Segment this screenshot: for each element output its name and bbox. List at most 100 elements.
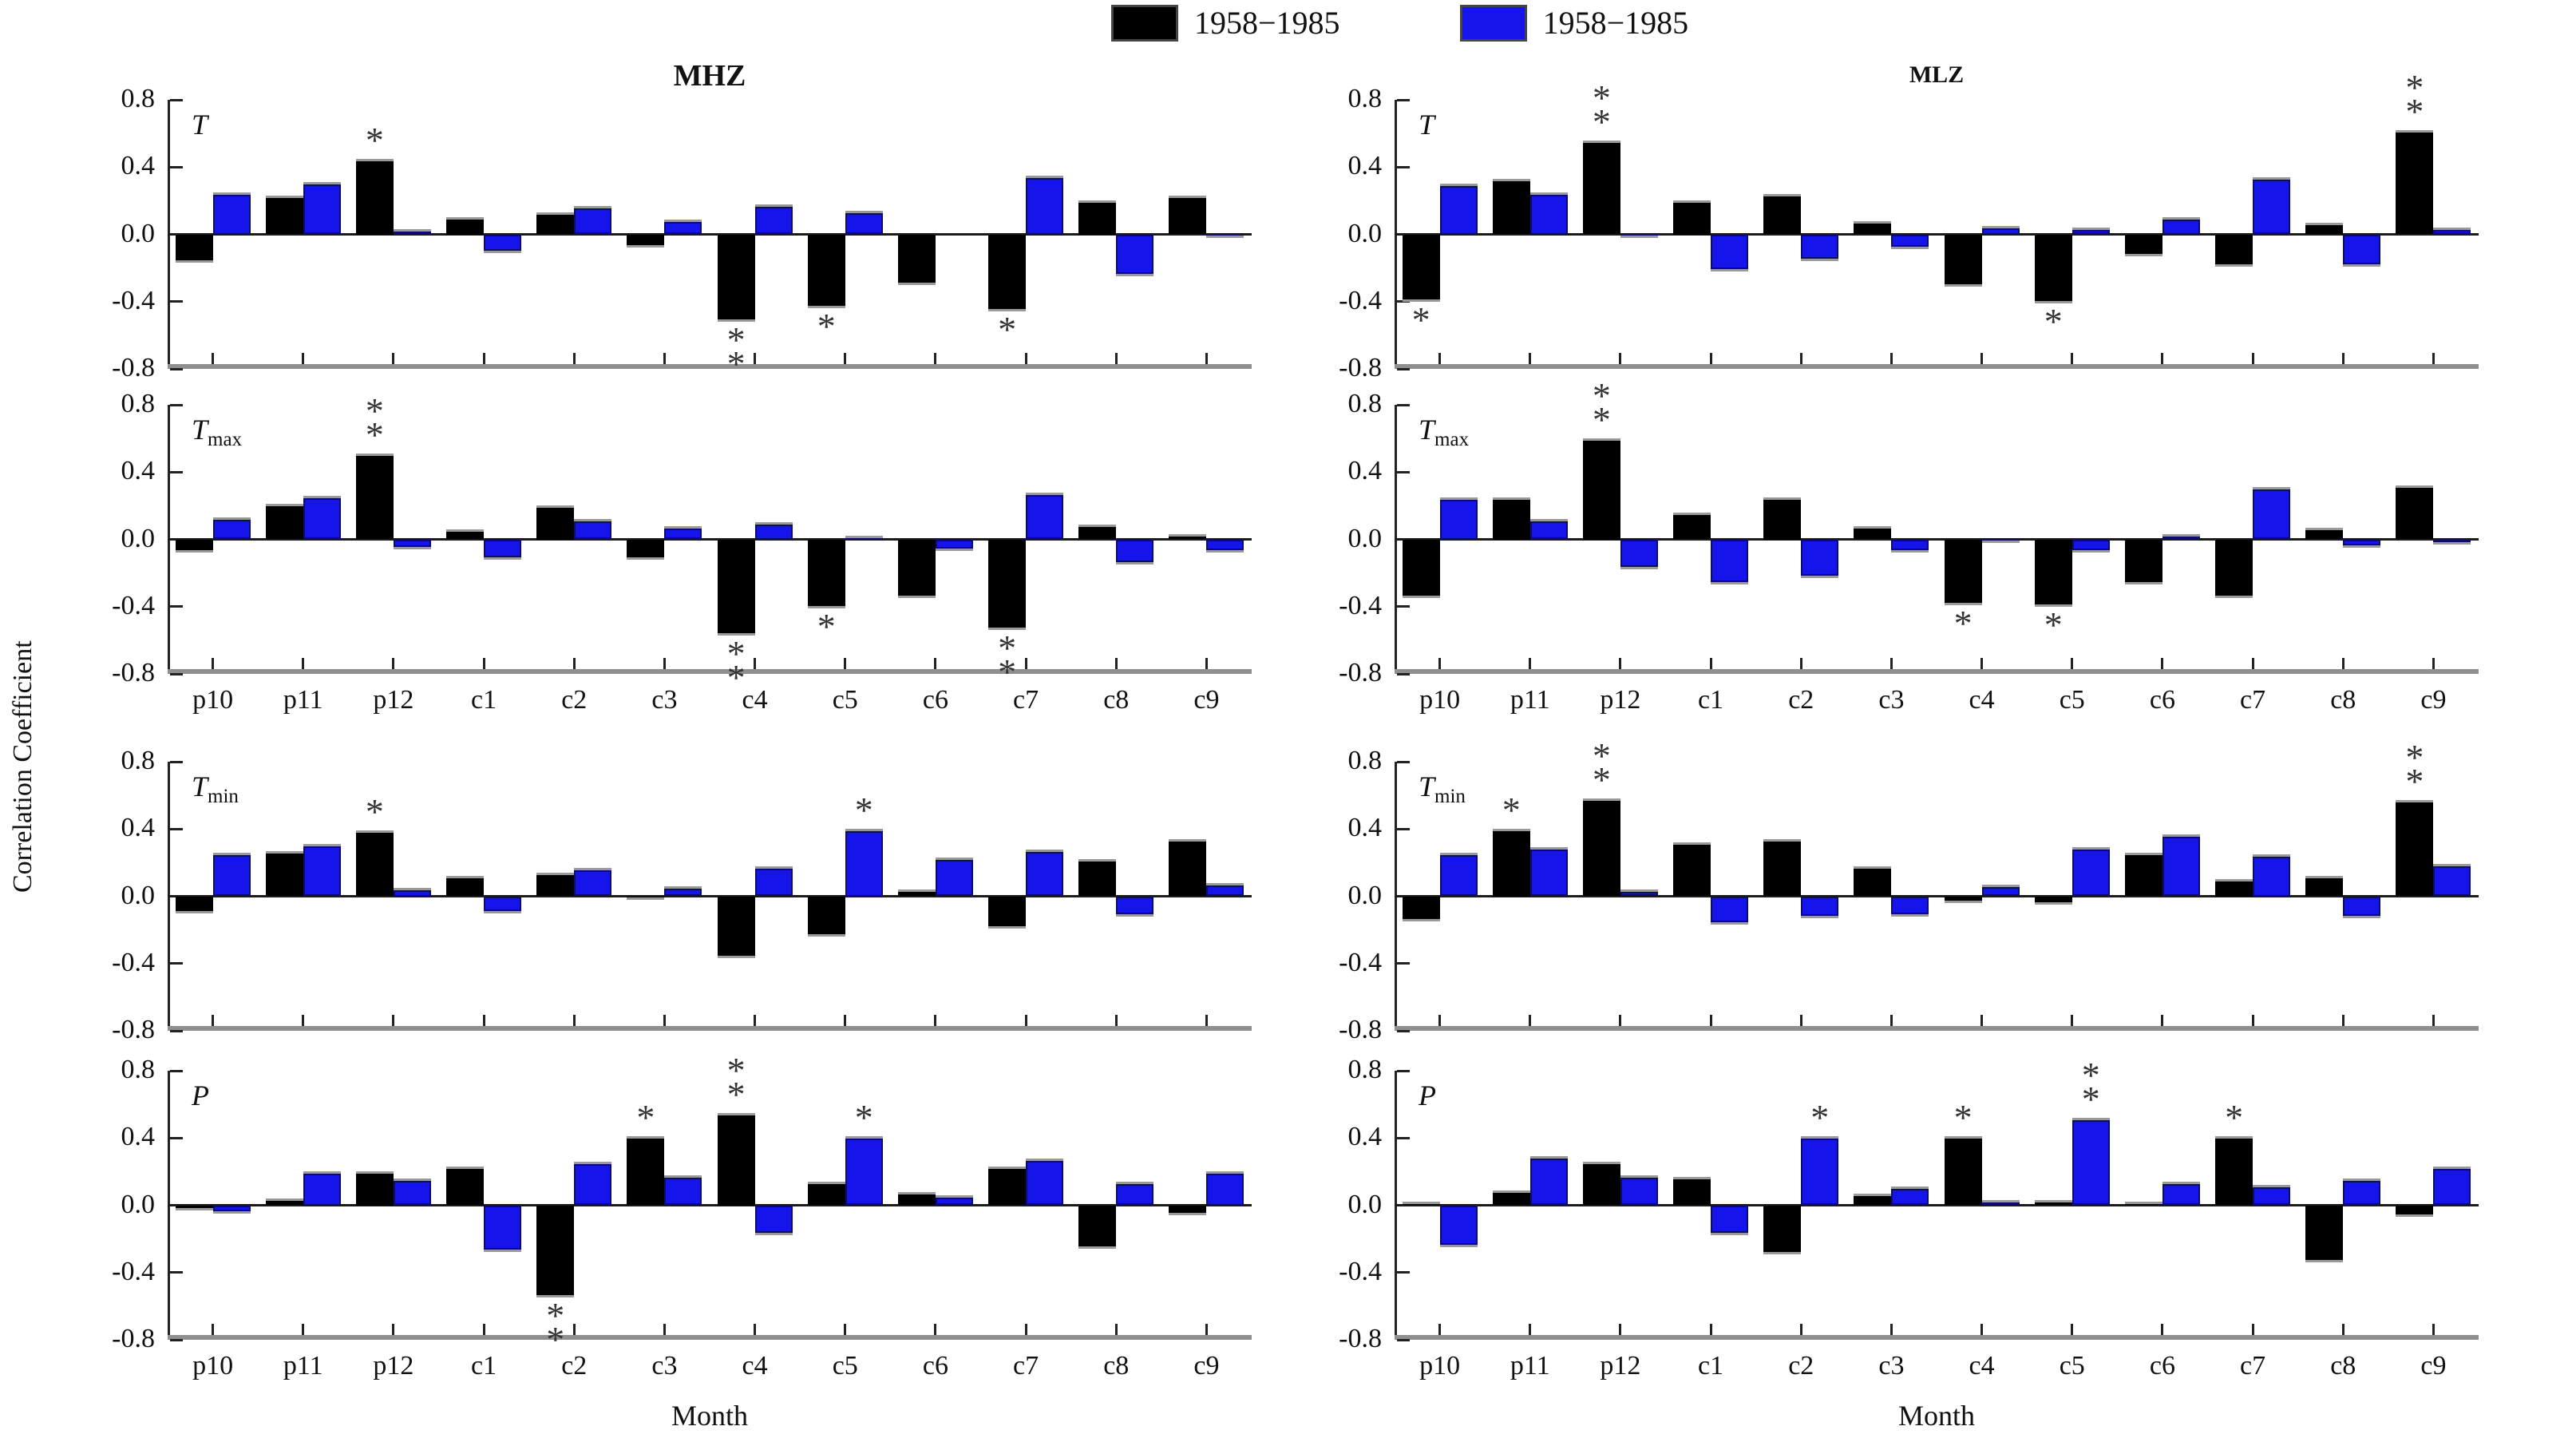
x-tick: [302, 353, 305, 364]
x-tick-label: c2: [1788, 1351, 1814, 1381]
legend-entry-black: 1958−1985: [1111, 5, 1340, 42]
bar-MHZ-c6-black: [897, 1191, 936, 1206]
bar-MLZ-c9-blue: [2433, 539, 2471, 545]
y-tick-label: 0.8: [121, 746, 156, 775]
star-glyph: *: [726, 656, 746, 698]
y-tick: [1397, 1338, 1410, 1341]
bar-MLZ-c9-black: [2396, 485, 2434, 540]
x-tick-label: c6: [2149, 685, 2175, 715]
bar-MHZ-c9-blue: [1206, 539, 1244, 553]
star-glyph: *: [1592, 399, 1611, 441]
bar-MHZ-c5-blue: [845, 211, 883, 235]
y-tick-label: 0.8: [1347, 84, 1383, 113]
legend-label: 1958−1985: [1542, 5, 1689, 41]
x-tick: [2341, 658, 2345, 669]
bar-MLZ-c3-black: [1854, 866, 1892, 897]
star-glyph: *: [365, 119, 384, 160]
x-tick: [482, 1324, 485, 1335]
bar-MLZ-c2-black: [1763, 193, 1802, 235]
bar-MHZ-p11-black: [265, 1198, 303, 1206]
bar-MLZ-c1-blue: [1711, 539, 1749, 585]
x-tick-label: c5: [2059, 685, 2085, 715]
bar-MHZ-c8-blue: [1116, 896, 1154, 917]
star-glyph: *: [365, 414, 384, 456]
bar-MHZ-c2-blue: [574, 205, 612, 235]
x-tick: [754, 353, 757, 364]
significance-star: * *: [712, 1052, 760, 1112]
bar-MLZ-c2-blue: [1801, 1136, 1839, 1206]
bar-MLZ-c2-black: [1763, 838, 1802, 897]
star-glyph: *: [1592, 101, 1611, 142]
y-tick: [1397, 1069, 1410, 1072]
bar-MHZ-p11-black: [265, 504, 303, 540]
x-tick: [844, 658, 847, 669]
y-tick: [1397, 1271, 1410, 1274]
bar-MLZ-c5-blue: [2071, 847, 2110, 897]
y-tick-label: -0.8: [112, 1015, 155, 1044]
bar-MHZ-c4-blue: [754, 522, 793, 540]
star-glyph: *: [1953, 1097, 1973, 1139]
star-glyph: *: [2405, 761, 2424, 802]
y-axis-title: Correlation Coefficient: [8, 640, 38, 893]
bar-MLZ-c7-black: [2215, 1136, 2254, 1206]
x-tick-label: p10: [192, 685, 234, 715]
x-axis: [1395, 1026, 2479, 1031]
bar-MHZ-p11-black: [265, 196, 303, 235]
x-tick: [1980, 1324, 1984, 1335]
panel-Tmin-MHZ: 0.8 0.4 0.0 -0.4 -0.8 * * Tmin: [112, 746, 1252, 1044]
significance-star: *: [1397, 301, 1445, 338]
x-tick: [2432, 353, 2435, 364]
y-tick: [170, 1338, 183, 1341]
bar-MHZ-c7-black: [988, 539, 1027, 631]
star-glyph: *: [998, 309, 1017, 351]
bar-MLZ-c2-blue: [1801, 896, 1839, 918]
star-glyph: *: [854, 790, 873, 831]
bar-MHZ-c5-black: [807, 896, 845, 937]
bar-MLZ-c8-blue: [2343, 1178, 2381, 1206]
bar-MHZ-c1-black: [446, 876, 485, 897]
y-tick-label: -0.8: [1339, 1015, 1382, 1044]
y-tick-label: 0.0: [121, 1189, 156, 1219]
y-tick-label: 0.0: [1347, 880, 1383, 910]
panel-title-MLZ: MLZ: [1909, 61, 1965, 88]
x-tick: [934, 658, 937, 669]
star-glyph: *: [2081, 1054, 2100, 1095]
bar-MLZ-c4-black: [1944, 1136, 1982, 1206]
bar-MLZ-c8-black: [2305, 222, 2344, 235]
panel-Tmax-MLZ: 0.8 0.4 0.0 -0.4 -0.8 p10 p11 p12 c1 c2 c3 c4 c5 c6 c7…: [1339, 378, 2479, 715]
zero-line: [168, 538, 1252, 541]
x-tick: [844, 1015, 847, 1026]
panel-T-MHZ: 0.8 0.4 0.0 -0.4 -0.8 * * * * * T MHZ: [112, 59, 1252, 382]
y-tick: [170, 98, 183, 101]
y-tick: [170, 827, 183, 830]
panel-P-MHZ: 0.8 0.4 0.0 -0.4 -0.8 p10 p11 p12 c1 c2 c3 c4 c5 c6 c7…: [112, 1052, 1252, 1432]
star-glyph: *: [1592, 759, 1611, 801]
significance-star: *: [1939, 604, 1987, 641]
bar-MLZ-c7-black: [2215, 879, 2254, 897]
y-tick-label: -0.4: [1339, 590, 1382, 620]
bar-MLZ-c9-black: [2396, 129, 2434, 235]
y-tick-label: 0.8: [121, 84, 156, 113]
bar-MHZ-c7-black: [988, 896, 1027, 929]
x-tick: [2251, 658, 2254, 669]
bar-MLZ-c2-black: [1763, 1205, 1802, 1254]
bar-MHZ-c8-blue: [1116, 234, 1154, 277]
x-tick: [392, 1324, 395, 1335]
significance-star: * *: [532, 1297, 580, 1358]
star-glyph: *: [854, 1097, 873, 1139]
y-tick-label: -0.8: [1339, 353, 1382, 382]
x-tick: [1709, 1324, 1712, 1335]
significance-star: * *: [1577, 738, 1625, 801]
bar-MHZ-c2-black: [536, 873, 575, 897]
bar-MHZ-c5-blue: [845, 829, 883, 897]
x-tick-label: p12: [1600, 685, 1641, 715]
bar-MHZ-p11-blue: [303, 495, 341, 540]
x-tick: [212, 658, 215, 669]
bar-MLZ-p12-black: [1582, 1161, 1620, 1206]
bar-MHZ-c7-blue: [1026, 1158, 1064, 1206]
bar-MLZ-p11-blue: [1529, 519, 1568, 540]
bar-MLZ-c5-blue: [2071, 228, 2110, 235]
significance-star: * *: [2391, 69, 2439, 129]
bar-MHZ-p10-blue: [212, 517, 251, 540]
